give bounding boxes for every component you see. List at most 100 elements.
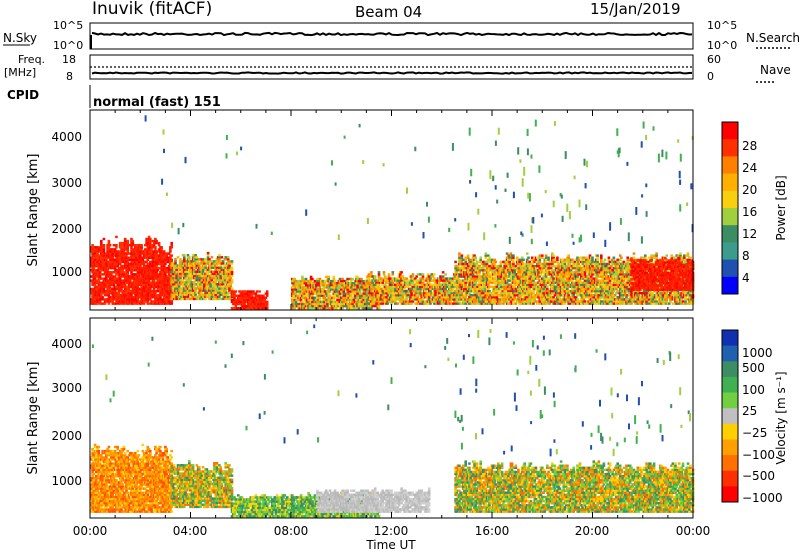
heatmap-cell [405,291,408,295]
heatmap-cell [107,246,111,249]
heatmap-cell [115,296,118,299]
heatmap-cell [159,277,162,280]
heatmap-cell [520,266,524,270]
heatmap-cell [122,250,126,253]
heatmap-cell [156,273,160,276]
heatmap-cell [400,281,403,284]
heatmap-cell [183,260,186,263]
heatmap-cell [112,244,116,247]
heatmap-cell [165,302,168,305]
heatmap-cell [304,286,308,289]
heatmap-cell [221,260,225,263]
heatmap-cell [144,248,147,251]
heatmap-cell [395,298,398,301]
heatmap-cell [306,300,309,304]
heatmap-cell [482,271,485,274]
heatmap-cell [464,283,467,286]
heatmap-cell [312,290,315,293]
heatmap-cell [313,292,317,295]
heatmap-cell [98,300,102,303]
heatmap-cell [123,283,127,286]
heatmap-cell [302,304,305,308]
heatmap-cell [115,285,118,289]
heatmap-cell [237,307,240,310]
heatmap-cell [505,285,509,289]
heatmap-cell [156,283,160,286]
heatmap-cell [366,298,369,301]
heatmap-cell [135,260,138,264]
heatmap-cell [517,281,520,284]
heatmap-cell [342,290,346,293]
heatmap-cell [170,260,173,264]
station-title: Inuvik (fitACF) [92,0,212,19]
heatmap-cell [484,256,488,259]
heatmap-cell [309,277,313,281]
heatmap-cell [309,288,313,291]
heatmap-cell [415,275,418,278]
heatmap-cell [356,275,359,279]
heatmap-cell [309,304,313,308]
freq-tick-bottom: 8 [66,70,73,83]
heatmap-cell [499,262,503,266]
heatmap-cell [191,289,195,292]
heatmap-cell [342,300,346,304]
heatmap-cell [307,298,310,302]
heatmap-cell [414,277,417,280]
heatmap-cell [193,285,196,288]
heatmap-cell [239,290,243,293]
heatmap-cell [204,264,207,267]
heatmap-cell [421,298,425,301]
heatmap-cell [410,281,413,284]
heatmap-cell [514,291,518,295]
heatmap-cell [216,274,220,278]
heatmap-cell [152,244,156,247]
heatmap-cell [103,269,107,272]
heatmap-cell [341,307,344,310]
heatmap-cell [117,300,121,303]
heatmap-cell [179,268,182,271]
heatmap-cell [401,275,405,278]
heatmap-cell [299,292,303,295]
heatmap-cell [170,258,173,261]
heatmap-cell [125,256,128,259]
heatmap-cell [314,286,318,289]
heatmap-cell [458,258,461,261]
heatmap-cell [527,302,530,305]
heatmap-cell [292,286,295,289]
heatmap-cell [512,258,515,261]
heatmap-cell [519,285,523,289]
heatmap-cell [464,260,467,264]
heatmap-cell [181,293,185,296]
heatmap-cell [377,275,381,278]
heatmap-cell [514,273,518,276]
heatmap-cell [113,277,117,280]
heatmap-cell [464,296,467,299]
heatmap-cell [293,277,297,281]
heatmap-cell [117,254,121,257]
heatmap-cell [407,300,411,303]
heatmap-cell [519,260,523,264]
heatmap-cell [400,279,403,282]
heatmap-cell [410,294,413,297]
heatmap-cell [230,262,234,265]
heatmap-cell [150,291,153,295]
heatmap-cell [473,266,476,270]
heatmap-cell [128,279,132,282]
heatmap-cell [115,294,118,297]
heatmap-cell [117,252,121,255]
heatmap-cell [519,294,523,297]
heatmap-cell [147,279,151,282]
heatmap-cell [245,292,249,295]
heatmap-cell [446,302,450,305]
heatmap-cell [484,275,488,278]
heatmap-cell [384,275,387,278]
heatmap-cell [347,290,351,293]
heatmap-cell [302,296,305,299]
heatmap-cell [460,291,464,295]
heatmap-cell [224,268,227,271]
heatmap-cell [149,260,152,264]
heatmap-cell [183,289,186,292]
heatmap-cell [505,262,509,266]
heatmap-cell [351,290,354,293]
heatmap-cell [453,302,456,305]
